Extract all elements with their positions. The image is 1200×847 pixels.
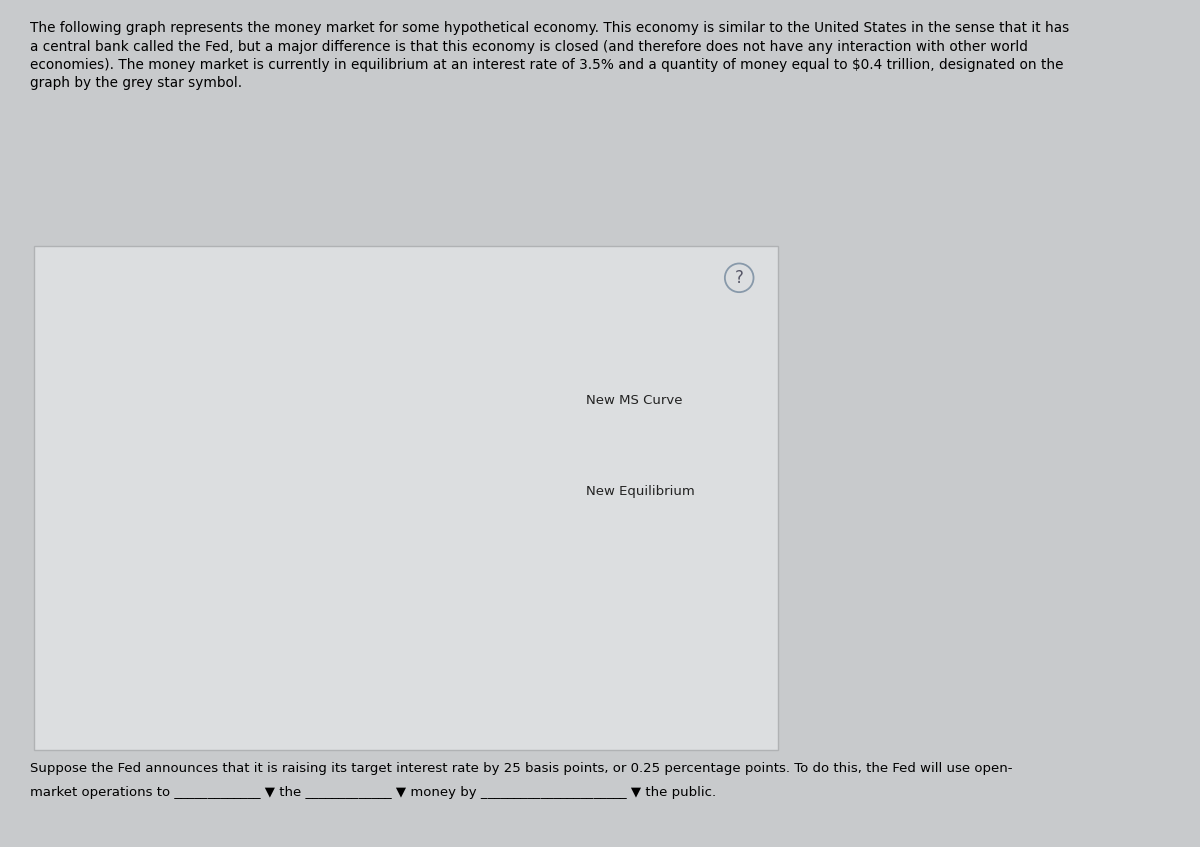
- Y-axis label: INTEREST RATE (Percent): INTEREST RATE (Percent): [64, 429, 77, 587]
- Text: ?: ?: [734, 268, 744, 287]
- Text: Suppose the Fed announces that it is raising its target interest rate by 25 basi: Suppose the Fed announces that it is rai…: [30, 762, 1013, 775]
- Text: The following graph represents the money market for some hypothetical economy. T: The following graph represents the money…: [30, 21, 1069, 91]
- Text: New MS Curve: New MS Curve: [586, 394, 682, 407]
- Text: Money Demand: Money Demand: [133, 418, 232, 430]
- X-axis label: MONEY (Trillions of dollars): MONEY (Trillions of dollars): [246, 734, 415, 747]
- Text: New Equilibrium: New Equilibrium: [586, 485, 695, 498]
- Text: Money Supply: Money Supply: [336, 684, 424, 696]
- Text: market operations to _____________ ▼ the _____________ ▼ money by ______________: market operations to _____________ ▼ the…: [30, 786, 716, 799]
